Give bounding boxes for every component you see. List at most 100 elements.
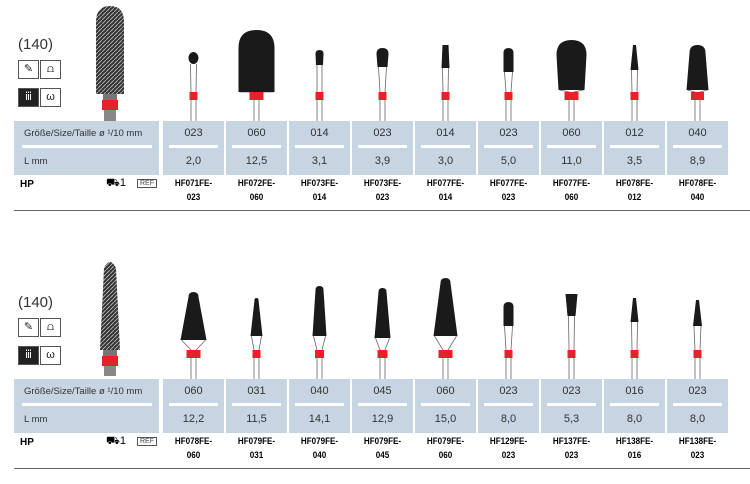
product-code[interactable]: HF078FE- 040 [672, 177, 724, 205]
bur-shape [693, 300, 702, 379]
bur-head [630, 298, 639, 322]
length-value: 15,0 [434, 413, 457, 425]
bur-shape [556, 40, 587, 121]
product-code[interactable]: HF073FE- 014 [294, 177, 346, 205]
pack-count: 1 [119, 177, 126, 189]
color-band [504, 92, 513, 100]
spec-column: 040 14,1 [289, 379, 350, 433]
color-band [315, 92, 324, 100]
bur-head [312, 286, 327, 336]
spec-column: 023 8,0 [478, 379, 539, 433]
size-value: 023 [688, 385, 707, 397]
code-prefix: HF138FE- [678, 436, 717, 447]
color-band [377, 350, 388, 358]
size-value: 040 [688, 127, 707, 139]
product-code[interactable]: HF079FE- 040 [294, 435, 346, 463]
code-prefix: HF079FE- [237, 436, 276, 447]
order-row: HP ⛟1 REF HF078FE- 060 HF079FE- 031 HF079FE-… [14, 435, 750, 467]
bur-head [556, 40, 587, 90]
product-code[interactable]: HF077FE- 060 [546, 177, 598, 205]
length-value: 3,5 [626, 155, 643, 167]
bur-shape [250, 298, 263, 379]
bur-shape [503, 48, 514, 121]
color-band [378, 92, 387, 100]
order-row: HP ⛟1 REF HF071FE- 023 HF072FE- 060 HF073FE-… [14, 177, 750, 209]
ref-label: REF [137, 179, 157, 188]
code-prefix: HF071FE- [174, 178, 213, 189]
code-size: 045 [375, 450, 390, 461]
divider [14, 468, 750, 469]
product-code[interactable]: HF079FE- 031 [231, 435, 283, 463]
length-value: 12,2 [182, 413, 205, 425]
code-size: 023 [186, 192, 201, 203]
code-size: 040 [690, 192, 705, 203]
code-size: 040 [312, 450, 327, 461]
color-band [564, 92, 579, 100]
bur-shape [188, 52, 199, 121]
pack-count: 1 [119, 435, 126, 447]
product-code[interactable]: HF079FE- 045 [357, 435, 409, 463]
size-value: 016 [625, 385, 644, 397]
bur-shape [315, 50, 324, 121]
crown-icon: ⩍ [40, 318, 61, 337]
length-value: 12,9 [371, 413, 394, 425]
bur-head [238, 30, 275, 92]
code-size: 023 [375, 192, 390, 203]
bur-head [374, 288, 391, 338]
spec-column: 016 8,0 [604, 379, 665, 433]
product-code[interactable]: HF073FE- 023 [357, 177, 409, 205]
code-prefix: HF073FE- [363, 178, 402, 189]
product-code[interactable]: HF077FE- 023 [483, 177, 535, 205]
spec-table: Größe/Size/Taille ø ¹/10 mm L mm 060 12,2… [14, 379, 750, 433]
spec-column: 060 15,0 [415, 379, 476, 433]
code-size: 023 [690, 450, 705, 461]
size-value: 012 [625, 127, 644, 139]
length-value: 8,0 [689, 413, 706, 425]
bur-head [503, 302, 514, 326]
pack-qty: ⛟1 [106, 177, 126, 189]
code-size: 023 [501, 450, 516, 461]
ref-label: REF [137, 437, 157, 446]
row-labels: Größe/Size/Taille ø ¹/10 mm L mm [14, 121, 159, 175]
code-size: 023 [564, 450, 579, 461]
bur-shape [433, 278, 458, 379]
code-prefix: HF072FE- [237, 178, 276, 189]
size-value: 060 [562, 127, 581, 139]
size-value: 060 [184, 385, 203, 397]
product-code[interactable]: HF072FE- 060 [231, 177, 283, 205]
product-code[interactable]: HF129FE- 023 [483, 435, 535, 463]
size-value: 040 [310, 385, 329, 397]
product-code[interactable]: HF079FE- 060 [420, 435, 472, 463]
spec-column: 040 8,9 [667, 121, 728, 175]
product-code[interactable]: HF138FE- 023 [672, 435, 724, 463]
length-value: 5,0 [500, 155, 517, 167]
product-code[interactable]: HF071FE- 023 [168, 177, 220, 205]
code-size: 012 [627, 192, 642, 203]
product-code[interactable]: HF078FE- 060 [168, 435, 220, 463]
color-band [315, 350, 324, 358]
color-band [693, 350, 702, 358]
bur-photo [96, 6, 124, 122]
product-code[interactable]: HF078FE- 012 [609, 177, 661, 205]
length-value: 5,3 [563, 413, 580, 425]
color-band [441, 92, 450, 100]
product-code[interactable]: HF137FE- 023 [546, 435, 598, 463]
spec-column: 014 3,0 [415, 121, 476, 175]
code-size: 060 [249, 192, 264, 203]
code-prefix: HF077FE- [426, 178, 465, 189]
pack-qty: ⛟1 [106, 435, 126, 447]
size-value: 023 [499, 127, 518, 139]
bur-shape [180, 292, 207, 379]
size-label: Größe/Size/Taille ø ¹/10 mm [24, 386, 143, 397]
product-code[interactable]: HF077FE- 014 [420, 177, 472, 205]
size-value: 014 [436, 127, 455, 139]
model-icon: ω [40, 346, 61, 365]
code-prefix: HF138FE- [615, 436, 654, 447]
size-value: 045 [373, 385, 392, 397]
color-band [438, 350, 453, 358]
product-code[interactable]: HF138FE- 016 [609, 435, 661, 463]
bur-shape [441, 45, 450, 121]
bur-head [503, 48, 514, 72]
length-value: 11,5 [246, 413, 267, 425]
